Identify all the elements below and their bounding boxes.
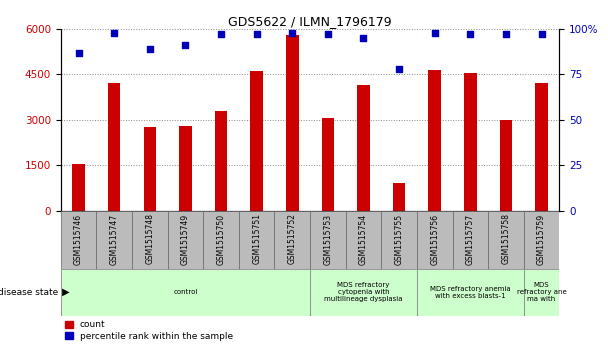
Point: [216, 32, 226, 37]
Text: GSM1515749: GSM1515749: [181, 213, 190, 265]
Text: ▶: ▶: [59, 287, 69, 297]
Bar: [61, 269, 310, 316]
Point: [537, 32, 547, 37]
Bar: [358, 85, 370, 211]
Bar: [203, 211, 239, 269]
Bar: [239, 211, 274, 269]
Text: disease state: disease state: [0, 288, 58, 297]
Point: [430, 30, 440, 36]
Bar: [535, 83, 548, 211]
Point: [252, 32, 261, 37]
Bar: [488, 211, 523, 269]
Bar: [97, 211, 132, 269]
Text: GSM1515750: GSM1515750: [216, 213, 226, 265]
Bar: [393, 183, 406, 211]
Point: [359, 35, 368, 41]
Point: [74, 50, 83, 56]
Legend: count, percentile rank within the sample: count, percentile rank within the sample: [65, 320, 233, 341]
Bar: [417, 269, 523, 316]
Bar: [417, 211, 452, 269]
Bar: [346, 211, 381, 269]
Text: GSM1515755: GSM1515755: [395, 213, 404, 265]
Bar: [61, 211, 97, 269]
Bar: [286, 35, 299, 211]
Point: [181, 42, 190, 48]
Text: MDS refractory
cytopenia with
multilineage dysplasia: MDS refractory cytopenia with multilinea…: [324, 282, 402, 302]
Text: GSM1515758: GSM1515758: [502, 213, 511, 264]
Bar: [381, 211, 417, 269]
Point: [466, 32, 475, 37]
Bar: [322, 118, 334, 211]
Bar: [179, 126, 192, 211]
Point: [145, 46, 154, 52]
Text: GSM1515746: GSM1515746: [74, 213, 83, 265]
Point: [323, 32, 333, 37]
Text: GSM1515748: GSM1515748: [145, 213, 154, 264]
Text: GSM1515754: GSM1515754: [359, 213, 368, 265]
Text: GSM1515752: GSM1515752: [288, 213, 297, 264]
Bar: [310, 211, 346, 269]
Bar: [250, 72, 263, 211]
Title: GDS5622 / ILMN_1796179: GDS5622 / ILMN_1796179: [228, 15, 392, 28]
Bar: [72, 164, 85, 211]
Bar: [132, 211, 168, 269]
Point: [501, 32, 511, 37]
Text: MDS refractory anemia
with excess blasts-1: MDS refractory anemia with excess blasts…: [430, 286, 511, 299]
Bar: [429, 70, 441, 211]
Bar: [310, 269, 417, 316]
Text: GSM1515751: GSM1515751: [252, 213, 261, 264]
Bar: [523, 269, 559, 316]
Text: GSM1515753: GSM1515753: [323, 213, 333, 265]
Bar: [274, 211, 310, 269]
Bar: [168, 211, 203, 269]
Bar: [464, 73, 477, 211]
Text: GSM1515756: GSM1515756: [430, 213, 439, 265]
Bar: [143, 127, 156, 211]
Bar: [452, 211, 488, 269]
Text: control: control: [173, 289, 198, 295]
Text: MDS
refractory ane
ma with: MDS refractory ane ma with: [517, 282, 567, 302]
Bar: [500, 120, 512, 211]
Bar: [215, 111, 227, 211]
Point: [394, 66, 404, 72]
Point: [288, 30, 297, 36]
Text: GSM1515759: GSM1515759: [537, 213, 546, 265]
Bar: [108, 83, 120, 211]
Text: GSM1515757: GSM1515757: [466, 213, 475, 265]
Bar: [523, 211, 559, 269]
Point: [109, 30, 119, 36]
Text: GSM1515747: GSM1515747: [109, 213, 119, 265]
